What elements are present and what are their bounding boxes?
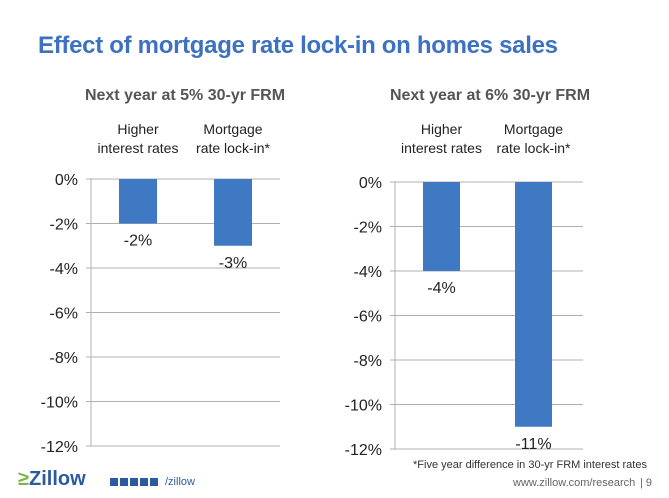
category-label: Higher (421, 121, 463, 137)
y-tick-label: 0% (359, 175, 382, 192)
category-label: rate lock-in* (497, 140, 571, 156)
youtube-icon[interactable] (150, 478, 158, 486)
footnote: *Five year difference in 30-yr FRM inter… (413, 459, 647, 471)
page-number: | 9 (640, 477, 653, 489)
chart-title: Next year at 5% 30-yr FRM (85, 87, 285, 104)
pinterest-icon[interactable] (120, 478, 128, 486)
category-label: Higher (117, 121, 159, 137)
data-label: -4% (427, 280, 455, 297)
zillow-logo[interactable]: ≥Zillow (18, 468, 86, 491)
bar (515, 182, 552, 427)
y-tick-label: -2% (50, 217, 78, 234)
y-tick-label: -10% (345, 398, 382, 415)
google-plus-icon[interactable] (140, 478, 148, 486)
facebook-icon[interactable] (110, 478, 118, 486)
bar (214, 179, 252, 246)
y-tick-label: -10% (41, 395, 78, 412)
twitter-icon[interactable] (130, 478, 138, 486)
logo-text: Zillow (28, 468, 86, 490)
data-label: -2% (124, 233, 152, 250)
y-tick-label: -8% (50, 350, 78, 367)
footer-url[interactable]: www.zillow.com/research (513, 477, 636, 489)
y-tick-label: -4% (50, 261, 78, 278)
category-label: rate lock-in* (196, 140, 270, 156)
category-label: interest rates (98, 140, 179, 156)
category-label: Mortgage (203, 121, 262, 137)
data-label: -3% (219, 255, 247, 272)
y-tick-label: 0% (55, 172, 78, 189)
y-tick-label: -6% (354, 309, 382, 326)
category-label: Mortgage (504, 121, 563, 137)
y-tick-label: -6% (50, 306, 78, 323)
bar (423, 182, 460, 271)
bar (119, 179, 157, 224)
chart-title: Next year at 6% 30-yr FRM (390, 87, 590, 104)
y-tick-label: -4% (354, 264, 382, 281)
y-tick-label: -2% (354, 220, 382, 237)
slide-title: Effect of mortgage rate lock-in on homes… (38, 32, 558, 59)
y-tick-label: -12% (345, 442, 382, 459)
data-label: -11% (515, 436, 551, 453)
category-label: interest rates (401, 140, 482, 156)
y-tick-label: -12% (41, 439, 78, 456)
zillow-logo-icon: ≥ (18, 468, 29, 490)
social-icons (110, 478, 158, 486)
y-tick-label: -8% (354, 353, 382, 370)
social-handle: /zillow (165, 476, 195, 488)
